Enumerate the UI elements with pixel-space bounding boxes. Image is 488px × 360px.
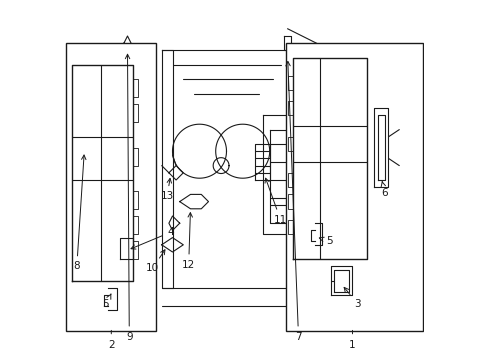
Bar	[66, 43, 156, 331]
Text: 11: 11	[264, 178, 286, 225]
Text: 4: 4	[131, 227, 174, 249]
Text: 7: 7	[285, 62, 301, 342]
Text: 9: 9	[125, 54, 132, 342]
Text: 6: 6	[380, 182, 387, 198]
Text: 5: 5	[319, 236, 332, 246]
Text: 1: 1	[348, 340, 355, 350]
Text: 2: 2	[108, 340, 114, 350]
Text: 5: 5	[102, 294, 111, 309]
Text: 3: 3	[344, 287, 361, 309]
Bar	[285, 43, 422, 331]
Text: 13: 13	[160, 179, 173, 201]
Text: 12: 12	[182, 213, 195, 270]
Text: 8: 8	[73, 155, 86, 271]
Text: 10: 10	[146, 250, 164, 273]
